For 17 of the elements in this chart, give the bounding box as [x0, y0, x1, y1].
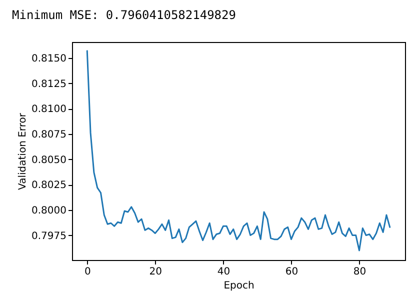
x-tick-label: 80	[353, 266, 366, 278]
x-tick-label: 20	[149, 266, 162, 278]
x-tick-label: 0	[84, 266, 91, 278]
line-series	[86, 50, 391, 252]
x-tick-label: 40	[217, 266, 230, 278]
y-axis-title: Validation Error	[18, 112, 29, 190]
y-tick-label: 0.8000	[32, 205, 66, 216]
x-tick-label: 60	[285, 266, 298, 278]
chart-title: Minimum MSE: 0.7960410582149829	[12, 8, 236, 22]
y-tick-label: 0.8050	[32, 154, 66, 166]
y-tick-label: 0.8075	[32, 129, 66, 140]
y-tick-label: 0.8125	[32, 78, 66, 90]
x-axis-title: Epoch	[224, 280, 254, 292]
y-tick-label: 0.8025	[32, 180, 66, 192]
y-tick-label: 0.8100	[32, 104, 66, 116]
y-tick-label: 0.8150	[32, 54, 66, 65]
y-tick-label: 0.7975	[32, 230, 66, 242]
